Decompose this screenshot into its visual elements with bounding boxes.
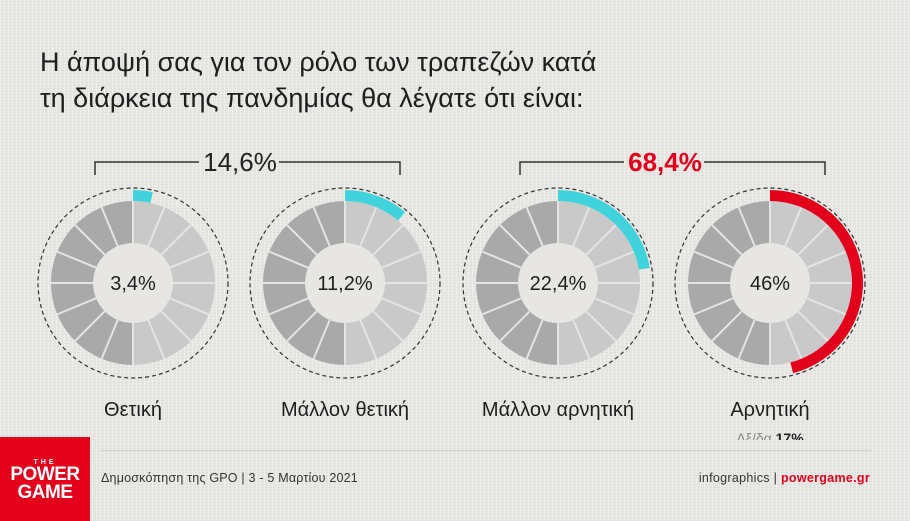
- value-arc: [133, 190, 153, 203]
- ring-hole: [519, 244, 597, 322]
- value-arc: [558, 190, 650, 270]
- ring-segment-divider: [381, 250, 422, 269]
- ring-segment-divider: [806, 250, 847, 269]
- ring-segment-divider: [525, 206, 544, 247]
- group-total-label: 14,6%: [203, 147, 277, 177]
- ring-hole: [94, 244, 172, 322]
- ring-segment-divider: [711, 310, 743, 342]
- ring-segment-divider: [693, 297, 734, 316]
- ring-segment-divider: [693, 250, 734, 269]
- value-label: 46%: [750, 273, 790, 295]
- logo-game: GAME: [17, 482, 74, 503]
- ring-segment-divider: [784, 206, 803, 247]
- ring-segment-divider: [711, 224, 743, 256]
- ring-segment-divider: [160, 310, 192, 342]
- ring-segment-divider: [784, 319, 803, 360]
- footer-infographics: infographics: [698, 471, 770, 485]
- ring-segment-divider: [74, 224, 106, 256]
- ring-dashed-guide: [674, 187, 866, 379]
- ring-segment-divider: [286, 310, 318, 342]
- ring-dashed-guide: [249, 187, 441, 379]
- ring-segment-divider: [147, 319, 166, 360]
- footer-divider: [101, 450, 871, 451]
- ring-segment-divider: [56, 250, 97, 269]
- ring-segment-divider: [499, 310, 531, 342]
- ring-segment-divider: [56, 297, 97, 316]
- ring-segment-divider: [806, 297, 847, 316]
- ring-segment-divider: [372, 310, 404, 342]
- category-label: Μάλλον θετική: [281, 399, 409, 421]
- group-bracket: [519, 161, 826, 175]
- ring-segment-divider: [481, 297, 522, 316]
- ring-segment-divider: [381, 297, 422, 316]
- ring-segment-divider: [312, 319, 331, 360]
- ring-segment-divider: [737, 319, 756, 360]
- ring-segment-divider: [268, 250, 309, 269]
- value-arc: [345, 190, 406, 221]
- ring-segment-divider: [525, 319, 544, 360]
- category-label: Μάλλον αρνητική: [482, 399, 634, 421]
- value-label: 3,4%: [110, 273, 156, 295]
- ring-segment-divider: [359, 319, 378, 360]
- ring-segment-divider: [359, 206, 378, 247]
- ring-segment-divider: [594, 250, 635, 269]
- ring-segment-divider: [585, 310, 617, 342]
- ring-hole: [731, 244, 809, 322]
- ring-segment-divider: [160, 224, 192, 256]
- footer-separator: |: [773, 471, 778, 485]
- value-label: 11,2%: [317, 273, 372, 295]
- category-label: Θετική: [104, 399, 162, 421]
- ring-segment-divider: [268, 297, 309, 316]
- donut-chart: 3,4% Θετική 11,2% Μάλλον θετική 22,4% Μάλλον …: [37, 147, 866, 440]
- chart-title: Η άποψή σας για τον ρόλο των τραπεζών κα…: [40, 44, 740, 116]
- ring-segment-divider: [572, 319, 591, 360]
- ring-segment-divider: [169, 250, 210, 269]
- ring-segment-divider: [74, 310, 106, 342]
- dk-ns-label: Δξ/δα 17%: [736, 430, 804, 440]
- footer-credit: infographics | powergame.gr: [699, 471, 870, 485]
- dk-ns-value: 17%: [776, 430, 805, 440]
- ring-segment-divider: [169, 297, 210, 316]
- value-label: 22,4%: [530, 273, 587, 295]
- ring-hole: [306, 244, 384, 322]
- value-arc: [770, 190, 864, 374]
- footer-site-link[interactable]: powergame.gr: [780, 471, 870, 485]
- category-label: Αρνητική: [730, 399, 809, 421]
- title-line-2: τη διάρκεια της πανδημίας θα λέγατε ότι …: [40, 83, 584, 113]
- ring-segment-divider: [797, 224, 829, 256]
- ring-dashed-guide: [462, 187, 654, 379]
- title-line-1: Η άποψή σας για τον ρόλο των τραπεζών κα…: [40, 47, 597, 77]
- ring-segment-divider: [100, 319, 119, 360]
- ring-segment-divider: [100, 206, 119, 247]
- group-bracket: [94, 161, 401, 175]
- ring-segment-divider: [147, 206, 166, 247]
- footer-source: Δημοσκόπηση της GPO | 3 - 5 Μαρτίου 2021: [101, 471, 358, 485]
- logo-the: THE: [33, 459, 57, 466]
- group-total-label: 68,4%: [628, 147, 702, 177]
- ring-segment-divider: [572, 206, 591, 247]
- power-game-logo[interactable]: THE POWER GAME: [0, 437, 90, 521]
- ring-segment-divider: [797, 310, 829, 342]
- ring-segment-divider: [286, 224, 318, 256]
- ring-segment-divider: [594, 297, 635, 316]
- ring-segment-divider: [481, 250, 522, 269]
- logo-power: POWER: [10, 464, 80, 485]
- ring-dashed-guide: [37, 187, 229, 379]
- ring-segment-divider: [312, 206, 331, 247]
- ring-segment-divider: [737, 206, 756, 247]
- ring-segment-divider: [372, 224, 404, 256]
- ring-segment-divider: [499, 224, 531, 256]
- ring-segment-divider: [585, 224, 617, 256]
